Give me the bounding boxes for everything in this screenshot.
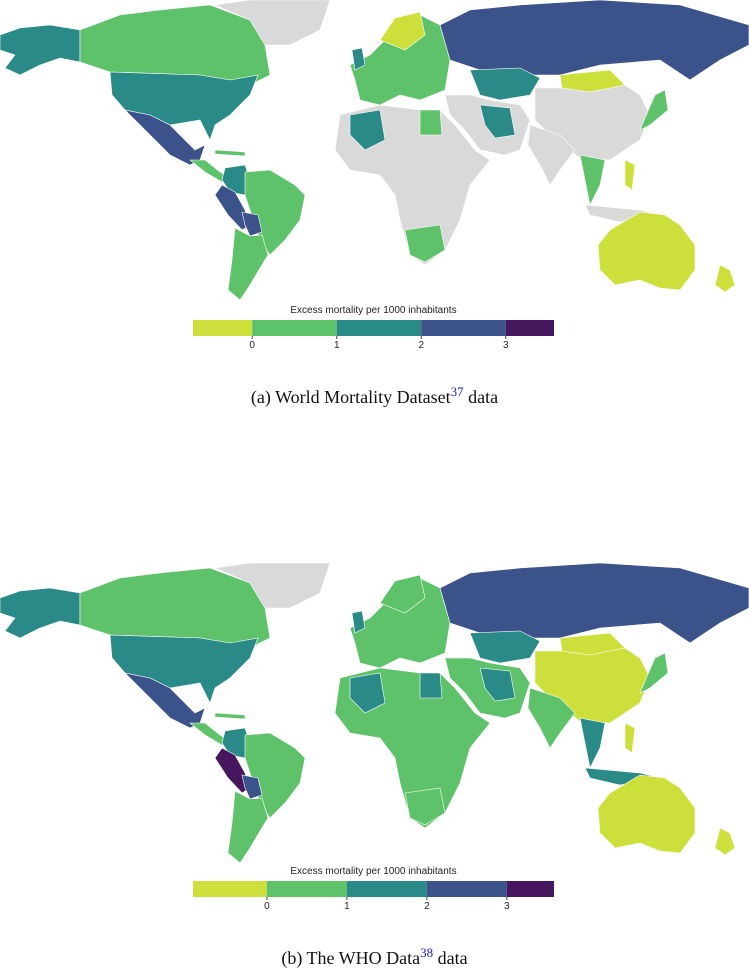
legend-tick-label: 3: [504, 901, 510, 912]
legend-swatch: [506, 881, 554, 897]
world-map-b: [0, 562, 749, 864]
legend-tick-label: 1: [344, 901, 350, 912]
legend-swatch: [266, 881, 347, 897]
legend-tick-label: 2: [424, 901, 430, 912]
caption-text: (b) The WHO Data: [281, 948, 421, 968]
legend-swatch: [346, 881, 427, 897]
citation[interactable]: 38: [420, 945, 434, 960]
legend-tick-label: 0: [249, 340, 255, 351]
caption-suffix: data: [437, 948, 468, 968]
legend-swatch: [426, 881, 507, 897]
legend-title: Excess mortality per 1000 inhabitants: [290, 305, 456, 316]
caption-a: (a) World Mortality Dataset37 data: [0, 384, 749, 408]
legend-swatch: [336, 320, 422, 336]
citation[interactable]: 37: [450, 384, 464, 399]
legend-swatch: [193, 320, 253, 336]
legend-tick-label: 0: [264, 901, 270, 912]
caption-b: (b) The WHO Data38 data: [0, 945, 749, 969]
legend-swatch: [505, 320, 554, 336]
legend-tick-label: 3: [503, 340, 509, 351]
world-map-a: [0, 0, 749, 301]
legend-title: Excess mortality per 1000 inhabitants: [290, 866, 456, 877]
caption-suffix: data: [468, 387, 499, 407]
legend-tick-label: 2: [418, 340, 424, 351]
legend-swatch: [193, 881, 267, 897]
legend-tick-label: 1: [334, 340, 340, 351]
caption-text: (a) World Mortality Dataset: [250, 387, 451, 407]
legend-swatch: [421, 320, 506, 336]
legend-swatch: [252, 320, 337, 336]
